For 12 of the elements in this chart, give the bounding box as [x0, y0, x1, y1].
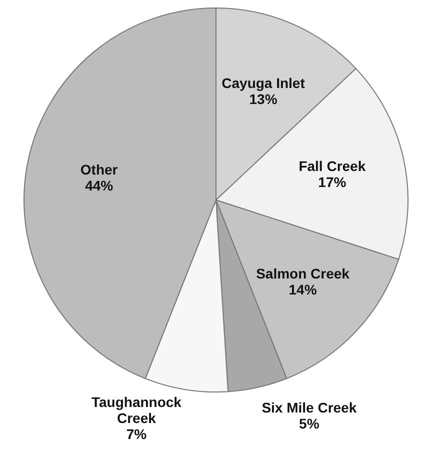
data-label: 14%: [288, 281, 318, 298]
data-label: 13%: [249, 90, 278, 107]
data-label: 5%: [299, 415, 320, 432]
data-label: 17%: [318, 174, 347, 190]
slice-label: Cayuga Inlet: [222, 74, 306, 91]
slice-label: Other: [80, 162, 118, 178]
slice-label: Six Mile Creek: [262, 399, 357, 416]
slice-label: Taughannock Creek: [91, 394, 182, 426]
data-label: 44%: [85, 178, 114, 194]
data-label: 7%: [126, 426, 148, 442]
slice-label: Salmon Creek: [256, 265, 350, 282]
slice-label: Fall Creek: [298, 158, 366, 174]
